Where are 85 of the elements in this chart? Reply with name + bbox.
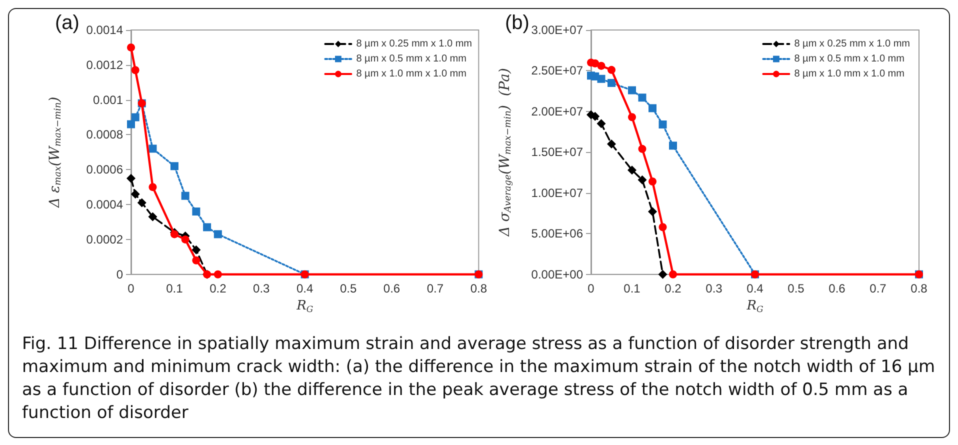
y-tick-label: 0.001 [92,92,124,107]
x-tick-label: 0.6 [828,281,846,296]
point [148,183,157,192]
point [170,230,178,238]
point [597,74,606,83]
point [137,198,146,208]
point [148,212,158,222]
point [638,94,646,102]
point [170,162,178,170]
point [658,270,668,279]
chart-title: (b) [505,12,530,34]
x-tick-label: 0.7 [870,281,887,296]
caption: Fig. 11 Difference in spatially maximum strain and average stress as a function of disorder strength and maximum and minimum crack width: (a) the difference in the maximum strain of the notch width of 16 µm as a function of disorder (b) the difference in the peak average stress of the notch width of 0.5 mm as a function of disorder [22,333,936,425]
y-tick-label: 0.00E+00 [531,267,584,282]
y-tick-label: 1.50E+07 [531,145,584,160]
x-tick-label: 0.5 [340,281,357,296]
x-tick-label: 0 [128,281,135,296]
x-tick-label: 0.7 [426,281,444,296]
point [648,178,656,186]
point [126,174,136,183]
point [131,66,140,74]
x-tick-label: 0.2 [664,281,682,296]
y-tick-label: 1.00E+07 [531,186,584,200]
y-tick-label: 3.00E+07 [531,23,584,37]
x-tick-label: 0.8 [910,281,928,296]
x-tick-label: 0.6 [383,281,400,296]
point [628,113,636,122]
point [669,142,677,150]
point [192,208,200,216]
legend-label: 8 µm x 0.25 mm x 1.0 mm [794,38,910,50]
point [669,270,677,278]
point [638,175,647,184]
point [214,230,222,238]
legend-label: 8 µm x 0.5 mm x 1.0 mm [356,54,466,64]
point [648,104,656,112]
point [628,86,636,94]
point [131,113,140,122]
y-tick-label: 0 [116,267,124,282]
point [597,62,606,70]
x-tick-label: 0.2 [210,281,227,296]
point [638,144,646,153]
y-axis-title: Δ εmax(Wmax−min) [47,96,64,209]
point [192,256,200,264]
point [596,119,606,128]
y-tick-label: 0.0012 [86,58,124,72]
y-tick-label: 2.50E+07 [531,64,584,78]
point [127,43,135,52]
point [628,166,636,175]
legend-label: 8 µm x 1.0 mm x 1.0 mm [356,68,466,80]
point [608,66,616,74]
chart-title: (a) [55,12,80,34]
point [203,223,212,232]
x-tick-label: 0 [588,281,595,296]
y-tick-label: 5.00E+06 [531,226,584,241]
point [130,190,140,199]
legend-label: 8 µm x 1.0 mm x 1.0 mm [794,68,904,80]
y-tick-label: 0.0006 [86,162,124,177]
point [658,120,667,128]
y-tick-label: 0.0008 [86,128,124,142]
x-tick-label: 0.5 [788,281,805,296]
legend-label: 8 µm x 0.5 mm x 1.0 mm [794,54,904,64]
y-axis-title: Δ σAverage(Wmax−min) (Pa) [497,68,514,238]
x-tick-label: 0.4 [746,281,764,296]
point [658,223,667,232]
point [608,78,616,87]
point [192,245,201,254]
point [214,270,222,278]
x-tick-label: 0.4 [296,281,314,296]
point [181,235,190,244]
x-tick-label: 0.3 [706,281,723,296]
point [148,144,157,153]
x-tick-label: 0.8 [470,281,488,296]
point [648,207,657,216]
y-tick-label: 2.00E+07 [531,104,584,118]
point [181,192,190,200]
y-tick-label: 0.0014 [86,23,124,37]
x-tick-label: 0.3 [253,281,270,296]
legend-label: 8 µm x 0.25 mm x 1.0 mm [356,38,472,50]
x-tick-label: 0.1 [166,281,184,296]
point [607,140,616,149]
x-tick-label: 0.1 [624,281,641,296]
point [591,59,600,68]
y-tick-label: 0.0004 [86,198,124,212]
y-tick-label: 0.0002 [86,232,124,246]
point [127,120,135,128]
